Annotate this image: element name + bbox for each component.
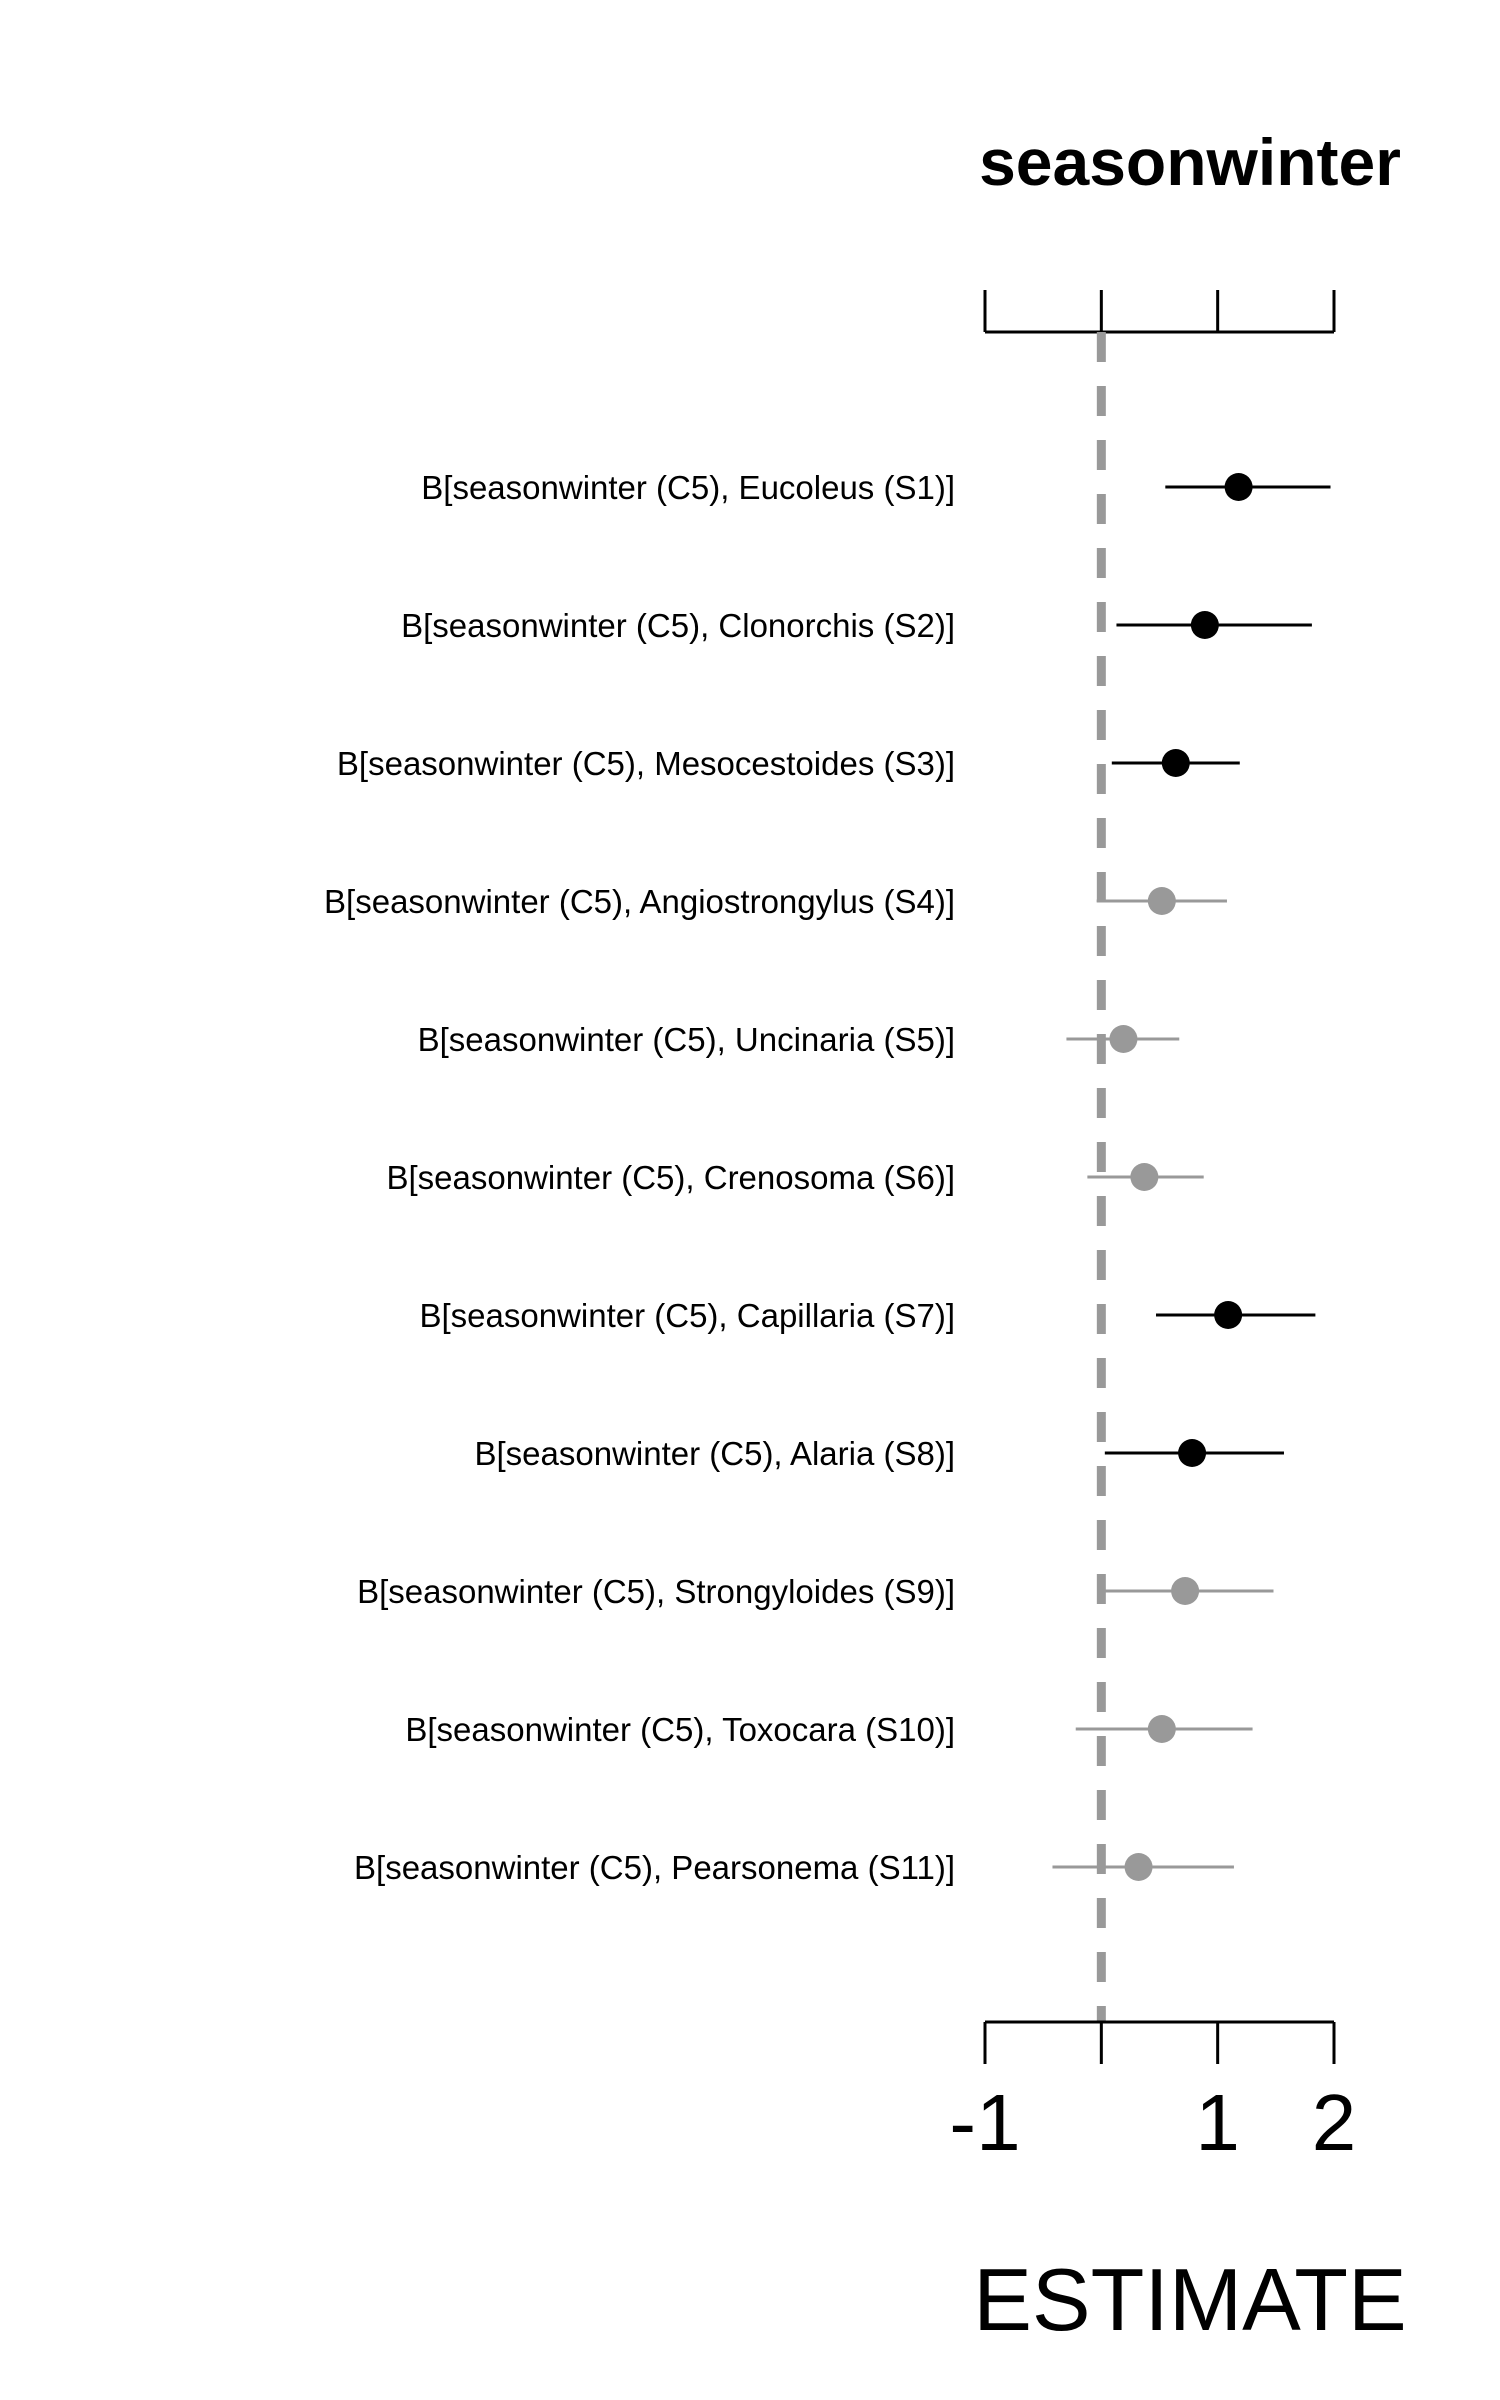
estimate-point — [1161, 749, 1190, 777]
bottom-axis: -1 1 2 — [949, 2020, 1357, 2167]
row-label: B[seasonwinter (C5), Pearsonema (S11)] — [354, 1849, 955, 1886]
row-label: B[seasonwinter (C5), Eucoleus (S1)] — [421, 469, 955, 506]
row-label: B[seasonwinter (C5), Strongyloides (S9)] — [357, 1573, 955, 1610]
chart-title: seasonwinter — [979, 125, 1401, 199]
forest-row: B[seasonwinter (C5), Mesocestoides (S3)] — [337, 745, 1240, 782]
tick-label-0: -1 — [949, 2078, 1020, 2167]
forest-row: B[seasonwinter (C5), Strongyloides (S9)] — [357, 1573, 1274, 1610]
forest-row: B[seasonwinter (C5), Pearsonema (S11)] — [354, 1849, 1234, 1886]
estimate-point — [1109, 1025, 1138, 1053]
forest-row: B[seasonwinter (C5), Eucoleus (S1)] — [421, 469, 1331, 506]
x-axis-label: ESTIMATE — [973, 2250, 1407, 2349]
estimate-point — [1147, 887, 1176, 915]
estimate-rows: B[seasonwinter (C5), Eucoleus (S1)] B[sea… — [324, 469, 1331, 1886]
estimate-point — [1178, 1439, 1207, 1467]
estimate-point — [1224, 473, 1253, 501]
row-label: B[seasonwinter (C5), Uncinaria (S5)] — [418, 1021, 955, 1058]
estimate-point — [1171, 1577, 1200, 1605]
estimate-point — [1124, 1853, 1153, 1881]
top-axis — [983, 290, 1336, 334]
estimate-point — [1214, 1301, 1243, 1329]
forest-row: B[seasonwinter (C5), Alaria (S8)] — [474, 1435, 1284, 1472]
forest-row: B[seasonwinter (C5), Clonorchis (S2)] — [401, 607, 1312, 644]
row-label: B[seasonwinter (C5), Capillaria (S7)] — [419, 1297, 955, 1334]
row-label: B[seasonwinter (C5), Mesocestoides (S3)] — [337, 745, 955, 782]
forest-row: B[seasonwinter (C5), Angiostrongylus (S4… — [324, 883, 1227, 920]
row-label: B[seasonwinter (C5), Crenosoma (S6)] — [386, 1159, 955, 1196]
row-label: B[seasonwinter (C5), Clonorchis (S2)] — [401, 607, 955, 644]
forest-row: B[seasonwinter (C5), Capillaria (S7)] — [419, 1297, 1316, 1334]
row-label: B[seasonwinter (C5), Toxocara (S10)] — [405, 1711, 955, 1748]
estimate-point — [1147, 1715, 1176, 1743]
row-label: B[seasonwinter (C5), Angiostrongylus (S4… — [324, 883, 955, 920]
forest-row: B[seasonwinter (C5), Uncinaria (S5)] — [418, 1021, 1180, 1058]
estimate-point — [1130, 1163, 1159, 1191]
tick-label-2: 1 — [1195, 2078, 1240, 2167]
row-label: B[seasonwinter (C5), Alaria (S8)] — [474, 1435, 955, 1472]
tick-label-3: 2 — [1312, 2078, 1357, 2167]
forest-row: B[seasonwinter (C5), Crenosoma (S6)] — [386, 1159, 1204, 1196]
estimate-point — [1190, 611, 1219, 639]
forest-row: B[seasonwinter (C5), Toxocara (S10)] — [405, 1711, 1253, 1748]
